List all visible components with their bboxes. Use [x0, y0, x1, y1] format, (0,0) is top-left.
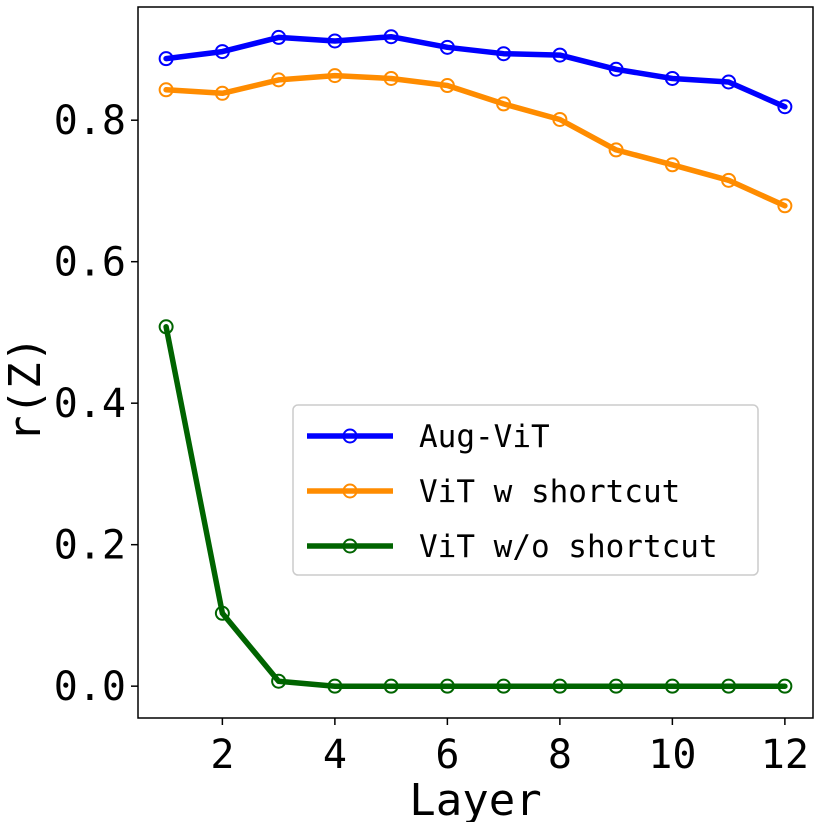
y-tick-label: 0.6 — [54, 240, 126, 286]
x-axis-label: Layer — [409, 775, 541, 822]
data-point — [664, 157, 680, 173]
series-3 — [158, 319, 793, 694]
data-point — [552, 678, 568, 694]
data-point — [383, 70, 399, 86]
x-tick-label: 8 — [548, 732, 572, 778]
legend-marker — [342, 428, 358, 444]
x-tick-label: 12 — [761, 732, 809, 778]
plot-frame — [137, 6, 814, 719]
data-point — [214, 44, 230, 60]
legend-box — [292, 404, 759, 576]
x-tick-label: 6 — [435, 732, 459, 778]
data-point — [552, 47, 568, 63]
data-point — [158, 51, 174, 67]
data-point — [439, 78, 455, 94]
legend-marker — [342, 483, 358, 499]
y-tick-label: 0.8 — [54, 98, 126, 144]
data-point — [608, 678, 624, 694]
data-point — [271, 72, 287, 88]
data-point — [496, 46, 512, 62]
data-point — [496, 96, 512, 112]
series-line — [163, 324, 788, 689]
data-point — [271, 673, 287, 689]
data-point — [327, 678, 343, 694]
data-point — [777, 198, 793, 214]
legend-entry: ViT w/o shortcut — [307, 529, 718, 565]
legend-entry: ViT w shortcut — [307, 474, 680, 510]
data-point — [271, 29, 287, 45]
legend-entry: Aug-ViT — [307, 419, 550, 455]
x-axis: 2 4 6 8 10 12 — [210, 718, 809, 778]
series-2 — [158, 68, 793, 214]
data-point — [777, 99, 793, 115]
plot-area — [158, 29, 793, 694]
y-axis: 0.0 0.2 0.4 0.6 0.8 — [54, 98, 138, 710]
y-axis-label: r(Z) — [0, 336, 51, 442]
data-point — [721, 74, 737, 90]
legend-marker — [342, 538, 358, 554]
data-point — [608, 142, 624, 158]
x-tick-label: 10 — [648, 732, 696, 778]
data-point — [664, 70, 680, 86]
data-point — [214, 605, 230, 621]
legend-label: ViT w/o shortcut — [419, 529, 718, 565]
series-1 — [158, 29, 793, 115]
data-point — [439, 39, 455, 55]
legend-label: ViT w shortcut — [419, 474, 680, 510]
data-point — [214, 85, 230, 101]
series-line — [163, 72, 788, 209]
series-line — [163, 33, 788, 110]
legend-label: Aug-ViT — [419, 419, 550, 455]
data-point — [664, 678, 680, 694]
data-point — [158, 82, 174, 98]
data-point — [721, 172, 737, 188]
y-tick-label: 0.0 — [54, 664, 126, 710]
x-tick-label: 2 — [210, 732, 234, 778]
y-tick-label: 0.4 — [54, 381, 126, 427]
data-point — [158, 319, 174, 335]
y-tick-label: 0.2 — [54, 523, 126, 569]
data-point — [608, 61, 624, 77]
data-point — [383, 29, 399, 45]
data-point — [496, 678, 512, 694]
data-point — [327, 68, 343, 84]
data-point — [439, 678, 455, 694]
data-point — [327, 33, 343, 49]
data-point — [383, 678, 399, 694]
x-tick-label: 4 — [323, 732, 347, 778]
data-point — [721, 678, 737, 694]
legend: Aug-ViT ViT w shortcut ViT w/o shortcut — [292, 404, 759, 576]
data-point — [777, 678, 793, 694]
data-point — [552, 111, 568, 127]
